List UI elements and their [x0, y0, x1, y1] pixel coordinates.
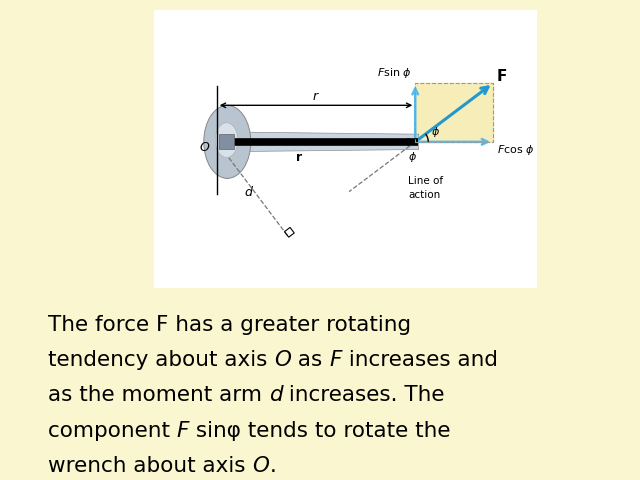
Text: F: F — [177, 420, 189, 441]
Text: F: F — [329, 350, 342, 370]
Text: $\phi$: $\phi$ — [408, 150, 417, 164]
Text: Line of
action: Line of action — [408, 176, 444, 200]
Text: increases and: increases and — [342, 350, 498, 370]
Text: $r$: $r$ — [312, 90, 320, 103]
Text: component: component — [48, 420, 177, 441]
Text: $O$: $O$ — [200, 141, 211, 154]
Text: d: d — [269, 385, 282, 405]
Text: $F\cos\,\phi$: $F\cos\,\phi$ — [497, 143, 535, 157]
Text: $\mathbf{F}$: $\mathbf{F}$ — [497, 69, 508, 84]
Text: $\phi$: $\phi$ — [431, 125, 440, 139]
Text: $F\sin\,\phi$: $F\sin\,\phi$ — [378, 66, 412, 80]
Ellipse shape — [215, 123, 238, 157]
Bar — [219, 134, 234, 149]
Text: .: . — [269, 456, 276, 476]
Text: sinφ tends to rotate the: sinφ tends to rotate the — [189, 420, 451, 441]
Text: O: O — [275, 350, 291, 370]
Text: tendency about axis: tendency about axis — [48, 350, 275, 370]
Polygon shape — [236, 132, 419, 152]
Text: $d$: $d$ — [244, 185, 254, 200]
Bar — [415, 83, 493, 142]
Ellipse shape — [204, 105, 251, 179]
Text: $\mathbf{r}$: $\mathbf{r}$ — [294, 151, 303, 164]
Text: increases. The: increases. The — [282, 385, 445, 405]
Text: wrench about axis: wrench about axis — [48, 456, 252, 476]
Text: The force F has a greater rotating: The force F has a greater rotating — [48, 315, 411, 335]
Text: as the moment arm: as the moment arm — [48, 385, 269, 405]
Text: O: O — [252, 456, 269, 476]
Text: as: as — [291, 350, 329, 370]
